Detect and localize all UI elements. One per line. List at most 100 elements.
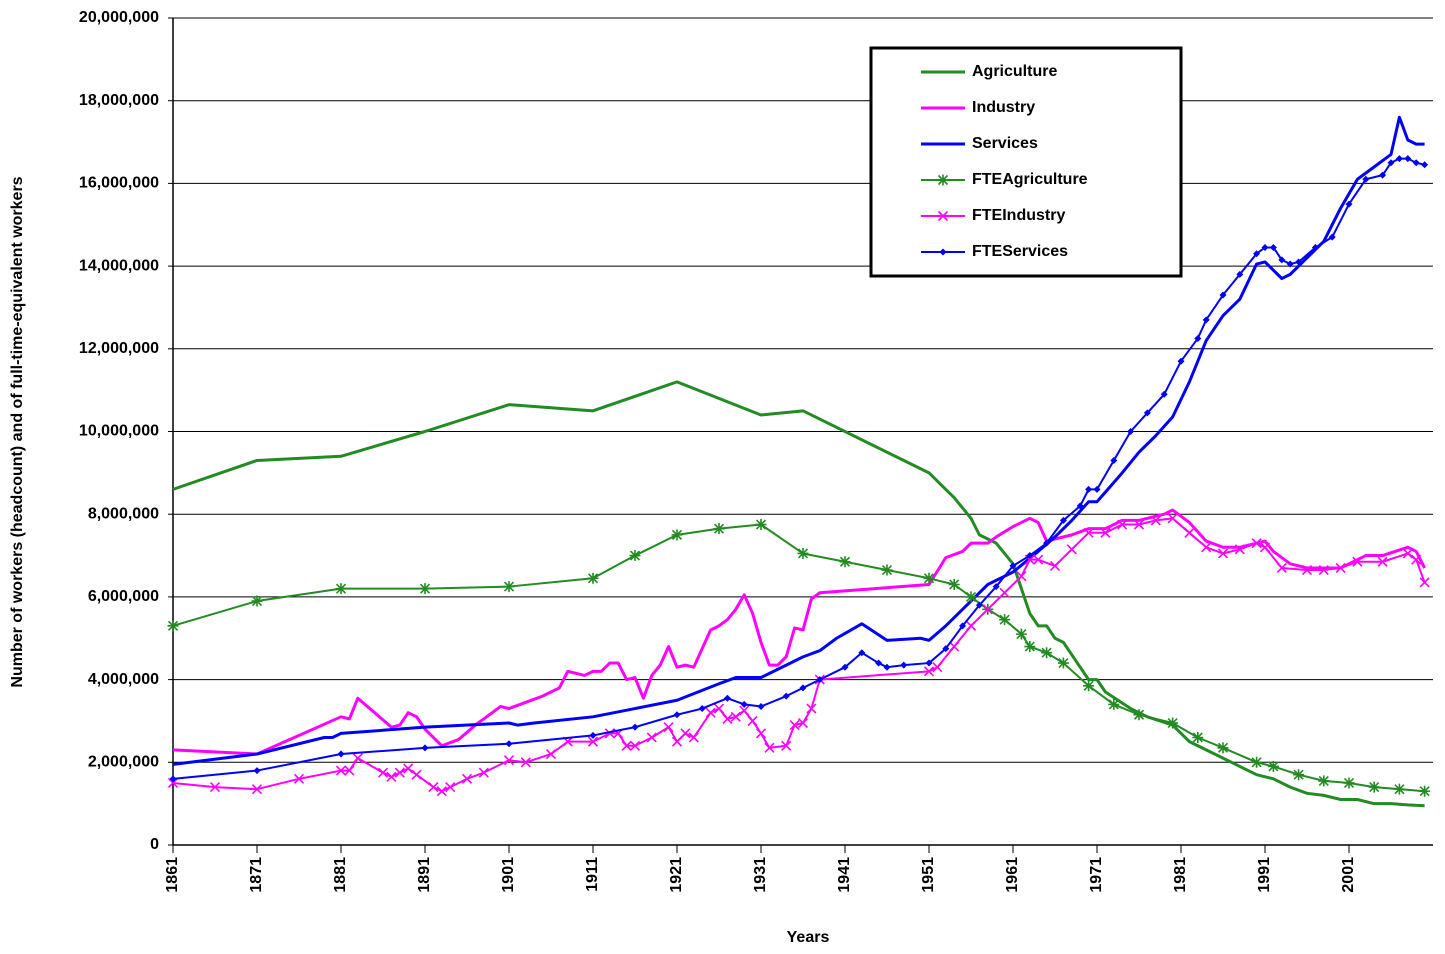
legend-box <box>869 46 1183 278</box>
x-tick-label: 1871 <box>248 857 265 893</box>
marker <box>1368 781 1380 793</box>
marker <box>782 692 790 700</box>
marker <box>1335 562 1346 574</box>
marker <box>629 740 641 751</box>
marker <box>705 707 716 718</box>
marker <box>1192 731 1204 743</box>
marker <box>781 740 792 751</box>
marker <box>937 174 949 186</box>
series-line <box>172 157 1425 780</box>
marker <box>671 529 683 541</box>
x-tick-label: 1891 <box>416 857 433 893</box>
marker <box>755 728 767 739</box>
marker <box>923 572 935 584</box>
marker <box>1251 538 1262 549</box>
marker <box>1286 260 1294 268</box>
marker <box>723 694 731 702</box>
marker <box>713 703 725 714</box>
marker <box>352 753 363 764</box>
marker <box>673 711 681 719</box>
marker <box>747 715 758 727</box>
marker <box>1402 548 1413 559</box>
marker <box>1234 544 1245 555</box>
y-tick-label: 16,000,000 <box>79 175 159 192</box>
x-tick-label: 1971 <box>1088 857 1105 893</box>
marker <box>386 771 397 782</box>
marker <box>789 720 800 731</box>
x-tick-label: 1991 <box>1256 857 1273 893</box>
marker <box>1076 502 1084 510</box>
marker <box>335 765 347 776</box>
marker <box>949 641 960 652</box>
legend-label: Industry <box>972 99 1035 116</box>
marker <box>1362 175 1370 183</box>
marker <box>604 728 615 739</box>
marker <box>1379 171 1387 179</box>
marker <box>671 736 683 747</box>
marker <box>875 659 883 667</box>
marker <box>1311 243 1319 251</box>
marker <box>1160 390 1168 398</box>
marker <box>253 767 261 775</box>
marker <box>881 564 893 576</box>
x-tick-label: 1951 <box>920 857 937 893</box>
x-tick-label: 1921 <box>668 857 685 893</box>
marker <box>167 777 179 789</box>
marker <box>503 581 515 593</box>
marker <box>505 740 513 748</box>
marker <box>1328 233 1336 241</box>
marker <box>587 736 599 747</box>
marker <box>900 661 908 669</box>
marker <box>1049 560 1061 571</box>
marker <box>999 614 1011 626</box>
marker <box>1043 539 1051 547</box>
y-tick-label: 2,000,000 <box>88 754 159 771</box>
marker <box>1108 698 1120 710</box>
marker <box>209 782 221 793</box>
marker <box>1236 270 1244 278</box>
x-axis-label: Years <box>787 929 830 946</box>
marker <box>1345 200 1353 208</box>
y-tick-label: 4,000,000 <box>88 671 159 688</box>
marker <box>1057 657 1069 669</box>
series-line <box>172 380 1425 808</box>
marker <box>722 713 733 724</box>
marker <box>1015 628 1027 640</box>
marker <box>335 583 347 595</box>
x-tick-label: 1961 <box>1004 857 1021 893</box>
marker <box>421 744 429 752</box>
marker <box>1318 775 1330 787</box>
marker <box>631 723 639 731</box>
marker <box>1318 564 1329 576</box>
marker <box>797 717 809 729</box>
marker <box>1167 513 1178 524</box>
marker <box>646 732 657 743</box>
marker <box>942 645 950 653</box>
series-line <box>172 115 1425 766</box>
marker <box>816 676 824 684</box>
marker <box>1419 577 1430 588</box>
x-tick-label: 1941 <box>836 857 853 893</box>
marker <box>1343 777 1355 789</box>
marker <box>975 601 983 609</box>
marker <box>1251 756 1263 768</box>
marker <box>730 711 741 722</box>
marker <box>1301 564 1313 576</box>
marker <box>1387 159 1395 167</box>
marker <box>764 742 775 753</box>
y-tick-label: 14,000,000 <box>79 257 159 274</box>
marker <box>1219 291 1227 299</box>
marker <box>992 583 1000 591</box>
marker <box>1276 562 1287 574</box>
marker <box>1395 155 1403 163</box>
marker <box>337 750 345 758</box>
marker <box>1217 548 1229 559</box>
y-axis-label: Number of workers (headcount) and of ful… <box>9 176 26 687</box>
marker <box>1133 519 1145 530</box>
marker <box>1143 409 1151 417</box>
marker <box>1293 769 1305 781</box>
x-tick-label: 1861 <box>164 857 181 893</box>
marker <box>937 210 949 222</box>
marker <box>503 755 515 766</box>
marker <box>1377 556 1388 567</box>
